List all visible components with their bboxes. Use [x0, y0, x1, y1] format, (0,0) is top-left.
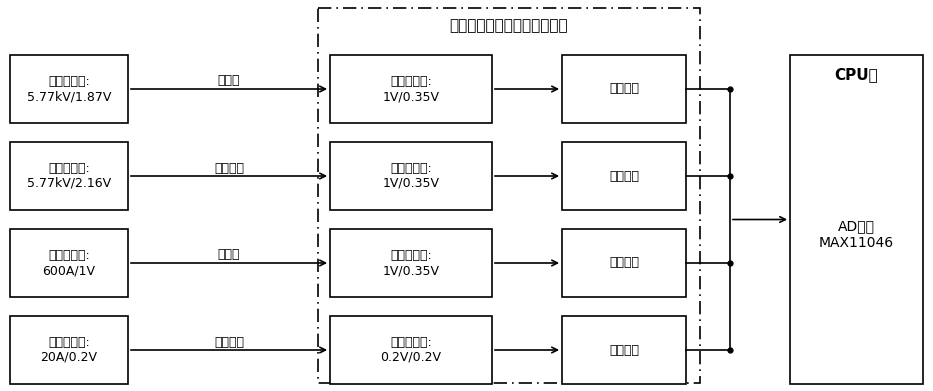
- Text: 滤波电路: 滤波电路: [609, 170, 639, 183]
- Bar: [562, 229, 686, 297]
- Text: 微型互感器:
1V/0.35V: 微型互感器: 1V/0.35V: [383, 162, 439, 190]
- Text: 滤波电路: 滤波电路: [609, 83, 639, 95]
- Text: 相电流: 相电流: [217, 249, 241, 262]
- Bar: [318, 8, 700, 383]
- Bar: [330, 316, 492, 384]
- Text: 电子传感器:
5.77kV/2.16V: 电子传感器: 5.77kV/2.16V: [27, 162, 111, 190]
- Text: 微型互感器:
0.2V/0.2V: 微型互感器: 0.2V/0.2V: [381, 336, 441, 364]
- Text: AD芯片
MAX11046: AD芯片 MAX11046: [819, 219, 894, 249]
- Text: 电子传感器:
5.77kV/1.87V: 电子传感器: 5.77kV/1.87V: [27, 75, 111, 103]
- Bar: [10, 229, 128, 297]
- Bar: [330, 55, 492, 123]
- Text: 零序电流: 零序电流: [214, 335, 244, 348]
- Text: 微型互感器:
1V/0.35V: 微型互感器: 1V/0.35V: [383, 249, 439, 277]
- Bar: [562, 316, 686, 384]
- Bar: [562, 55, 686, 123]
- Bar: [10, 55, 128, 123]
- Text: CPU板: CPU板: [835, 68, 878, 83]
- Text: 电子传感器交流采样接口电路: 电子传感器交流采样接口电路: [450, 18, 568, 34]
- Bar: [10, 142, 128, 210]
- Bar: [10, 316, 128, 384]
- Text: 相电压: 相电压: [217, 75, 241, 88]
- Text: 电子传感器:
600A/1V: 电子传感器: 600A/1V: [43, 249, 95, 277]
- Text: 滤波电路: 滤波电路: [609, 344, 639, 357]
- Bar: [790, 55, 923, 384]
- Text: 零序电压: 零序电压: [214, 161, 244, 174]
- Bar: [330, 142, 492, 210]
- Bar: [562, 142, 686, 210]
- Text: 电子传感器:
20A/0.2V: 电子传感器: 20A/0.2V: [40, 336, 98, 364]
- Bar: [330, 229, 492, 297]
- Text: 滤波电路: 滤波电路: [609, 256, 639, 269]
- Text: 微型互感器:
1V/0.35V: 微型互感器: 1V/0.35V: [383, 75, 439, 103]
